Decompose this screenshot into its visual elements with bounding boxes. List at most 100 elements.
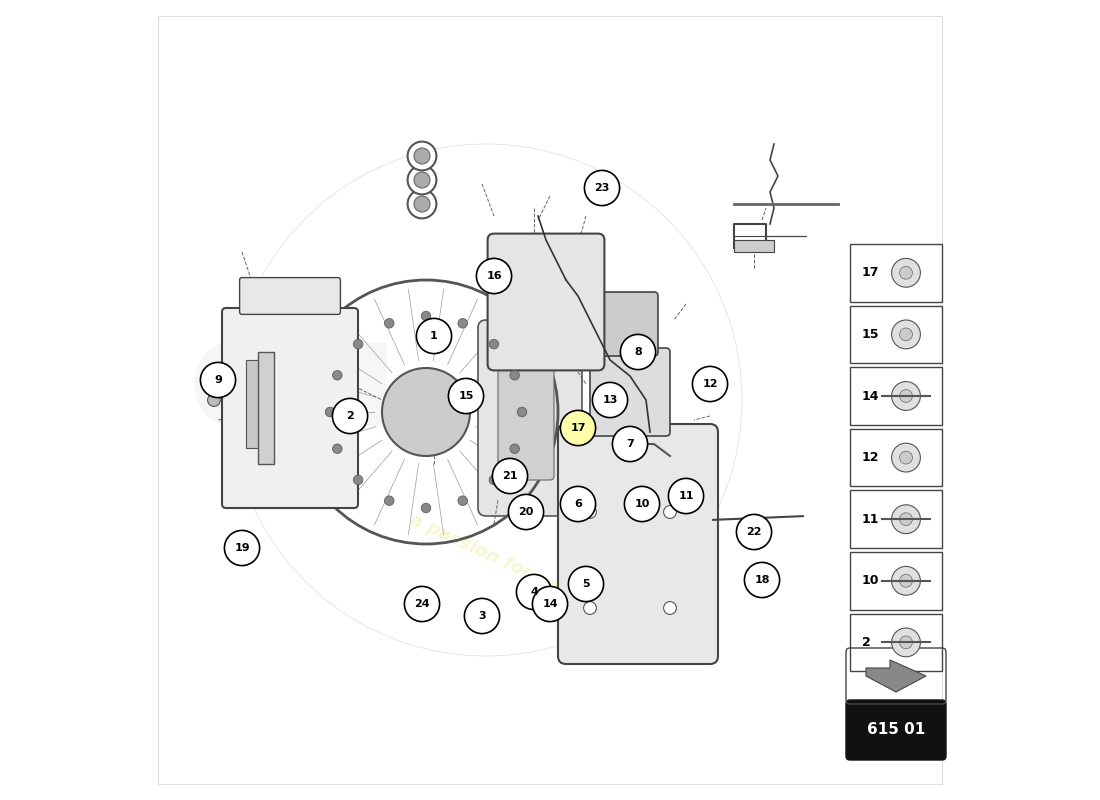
- Text: 5: 5: [582, 579, 590, 589]
- FancyBboxPatch shape: [222, 308, 358, 508]
- Circle shape: [493, 458, 528, 494]
- Circle shape: [353, 475, 363, 485]
- Circle shape: [490, 339, 498, 349]
- Circle shape: [584, 170, 619, 206]
- Circle shape: [476, 258, 512, 294]
- Circle shape: [421, 311, 431, 321]
- Circle shape: [458, 318, 468, 328]
- Text: 10: 10: [635, 499, 650, 509]
- Circle shape: [620, 334, 656, 370]
- Text: 18: 18: [755, 575, 770, 585]
- Circle shape: [584, 506, 596, 518]
- Circle shape: [408, 142, 437, 170]
- Text: 17: 17: [570, 423, 585, 433]
- Bar: [734, 240, 774, 252]
- Bar: [850, 244, 942, 302]
- Text: 15: 15: [862, 328, 880, 341]
- FancyBboxPatch shape: [558, 424, 718, 664]
- Text: 4: 4: [530, 587, 538, 597]
- Circle shape: [892, 320, 921, 349]
- Circle shape: [900, 574, 912, 587]
- Circle shape: [464, 598, 499, 634]
- Circle shape: [892, 566, 921, 595]
- Circle shape: [613, 426, 648, 462]
- Circle shape: [593, 382, 628, 418]
- Circle shape: [736, 514, 771, 550]
- Circle shape: [382, 368, 470, 456]
- Circle shape: [385, 318, 394, 328]
- Text: 2: 2: [862, 636, 871, 649]
- Circle shape: [663, 602, 676, 614]
- Bar: [850, 367, 942, 425]
- Circle shape: [692, 366, 727, 402]
- Circle shape: [892, 382, 921, 410]
- Text: 15: 15: [459, 391, 474, 401]
- Text: 7: 7: [626, 439, 634, 449]
- Circle shape: [892, 443, 921, 472]
- Circle shape: [900, 390, 912, 402]
- FancyBboxPatch shape: [594, 292, 658, 356]
- FancyBboxPatch shape: [487, 234, 604, 370]
- Circle shape: [332, 370, 342, 380]
- Text: 12: 12: [702, 379, 717, 389]
- Circle shape: [408, 190, 437, 218]
- Circle shape: [560, 410, 595, 446]
- Circle shape: [892, 505, 921, 534]
- Circle shape: [516, 574, 551, 610]
- Circle shape: [900, 451, 912, 464]
- Circle shape: [584, 602, 596, 614]
- Circle shape: [663, 506, 676, 518]
- Circle shape: [900, 636, 912, 649]
- Circle shape: [490, 475, 498, 485]
- Text: 10: 10: [862, 574, 880, 587]
- Text: 22: 22: [746, 527, 761, 537]
- Circle shape: [200, 362, 235, 398]
- Circle shape: [421, 503, 431, 513]
- FancyBboxPatch shape: [478, 320, 582, 516]
- Circle shape: [900, 513, 912, 526]
- Circle shape: [669, 478, 704, 514]
- Bar: [850, 306, 942, 363]
- Text: 12: 12: [862, 451, 880, 464]
- Circle shape: [900, 266, 912, 279]
- Text: 615 01: 615 01: [867, 722, 925, 738]
- Circle shape: [458, 496, 468, 506]
- Circle shape: [332, 444, 342, 454]
- FancyBboxPatch shape: [498, 360, 554, 480]
- Text: 3: 3: [478, 611, 486, 621]
- Circle shape: [353, 339, 363, 349]
- Text: 24: 24: [415, 599, 430, 609]
- Text: 20: 20: [518, 507, 534, 517]
- Circle shape: [900, 328, 912, 341]
- Circle shape: [408, 166, 437, 194]
- Text: eu: eu: [188, 310, 400, 458]
- Polygon shape: [866, 660, 926, 692]
- Circle shape: [332, 398, 367, 434]
- Text: 17: 17: [862, 266, 880, 279]
- Circle shape: [385, 496, 394, 506]
- Text: 14: 14: [542, 599, 558, 609]
- FancyBboxPatch shape: [240, 278, 340, 314]
- Circle shape: [532, 586, 568, 622]
- Text: 8: 8: [634, 347, 642, 357]
- Circle shape: [517, 407, 527, 417]
- Circle shape: [892, 628, 921, 657]
- Circle shape: [510, 370, 519, 380]
- Text: 19: 19: [234, 543, 250, 553]
- Polygon shape: [258, 352, 274, 464]
- Polygon shape: [246, 360, 266, 448]
- Text: 16: 16: [486, 271, 502, 281]
- Text: 21: 21: [503, 471, 518, 481]
- Circle shape: [602, 392, 618, 408]
- Text: a passion for parts since 1985: a passion for parts since 1985: [407, 511, 693, 657]
- Bar: [850, 552, 942, 610]
- FancyBboxPatch shape: [846, 700, 946, 760]
- Circle shape: [569, 566, 604, 602]
- Circle shape: [892, 258, 921, 287]
- Text: 9: 9: [214, 375, 222, 385]
- Bar: [850, 429, 942, 486]
- Circle shape: [510, 444, 519, 454]
- Circle shape: [508, 494, 543, 530]
- Bar: [850, 614, 942, 671]
- Text: 11: 11: [862, 513, 880, 526]
